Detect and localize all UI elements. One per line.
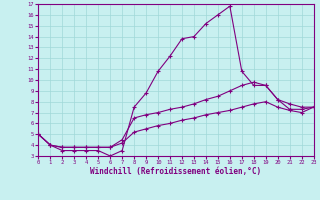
X-axis label: Windchill (Refroidissement éolien,°C): Windchill (Refroidissement éolien,°C) xyxy=(91,167,261,176)
